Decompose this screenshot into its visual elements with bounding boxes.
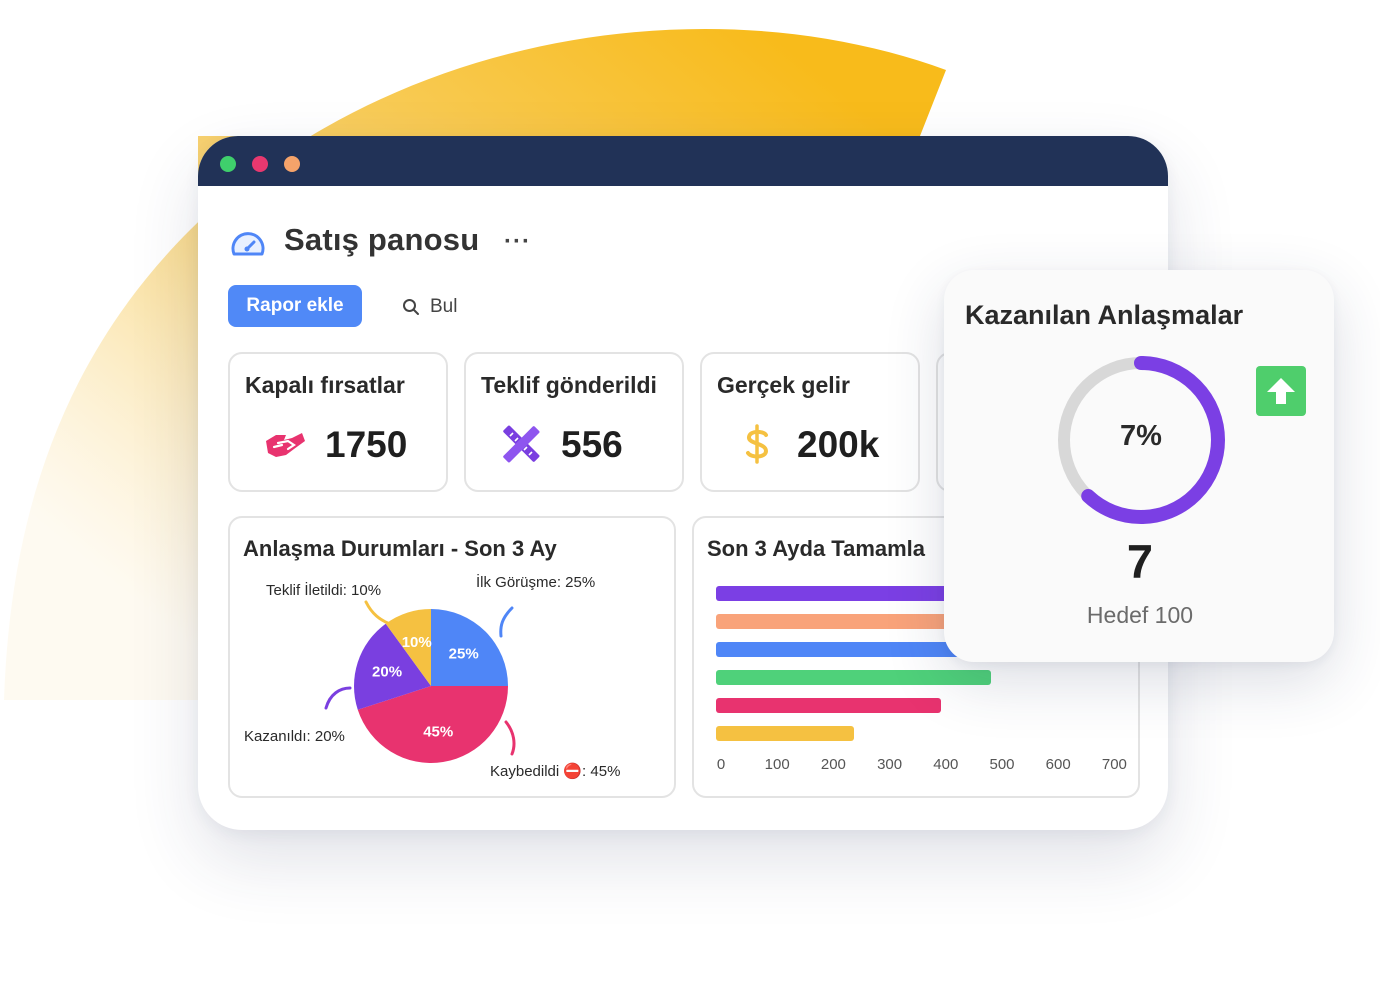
pie-label-lost: Kaybedildi ⛔: 45% <box>490 763 621 780</box>
kpi-card-closed-opportunities[interactable]: Kapalı fırsatlar 1750 <box>228 352 448 492</box>
pie-label-proposal-sent: Teklif İletildi: 10% <box>266 582 382 599</box>
pie-label-won: Kazanıldı: 20% <box>244 728 345 745</box>
bar-5[interactable] <box>716 726 854 741</box>
deal-status-pie-chart: 25% 45% 20%10% <box>324 600 516 763</box>
x-tick-label: 400 <box>933 756 959 773</box>
x-tick-label: 0 <box>716 756 726 773</box>
pie-slice-0[interactable] <box>431 609 508 686</box>
bar-3[interactable] <box>716 670 992 685</box>
deal-status-card[interactable]: Anlaşma Durumları - Son 3 Ay 25% 45% 20% 10… <box>228 516 676 798</box>
pie-slice-label-2: 20% <box>372 664 402 681</box>
pie-slice-2[interactable] <box>354 623 431 710</box>
kpi-value: 1750 <box>325 424 408 465</box>
kpi-value: 200k <box>797 424 880 465</box>
bar-4[interactable] <box>716 698 941 713</box>
kpi-card-actual-revenue[interactable]: Gerçek gelir 200k <box>700 352 920 492</box>
window-dot-orange[interactable] <box>284 156 300 172</box>
x-tick-label: 500 <box>989 756 1015 773</box>
search-button[interactable]: Bul <box>402 294 457 320</box>
completed-title: Son 3 Ayda Tamamla <box>707 536 926 561</box>
window-dot-green[interactable] <box>220 156 236 172</box>
pie-leader-line-1 <box>364 600 392 626</box>
won-deals-title: Kazanılan Anlaşmalar <box>965 300 1244 330</box>
handshake-icon <box>264 424 306 464</box>
add-report-button[interactable]: Rapor ekle <box>228 285 362 327</box>
completed-last-3-months-card[interactable]: Son 3 Ayda Tamamla 0 100 200 300 400 500 600 70… <box>692 516 1140 798</box>
won-deals-percent: 7% <box>1120 420 1162 452</box>
won-deals-donut <box>1057 356 1225 524</box>
pie-slice-label-3: 10% <box>402 634 432 651</box>
kpi-value: 556 <box>561 424 623 465</box>
pie-leader-line-3 <box>504 720 516 756</box>
pencil-ruler-icon <box>500 424 542 464</box>
kpi-title: Kapalı fırsatlar <box>245 372 405 398</box>
x-tick-label: 700 <box>1101 756 1127 773</box>
window-titlebar <box>198 136 1168 186</box>
bar-0[interactable] <box>716 586 1014 601</box>
speedometer-icon <box>231 232 265 256</box>
x-tick-label: 100 <box>764 756 790 773</box>
search-label: Bul <box>430 296 458 317</box>
dollar-icon <box>736 424 778 464</box>
arrow-up-icon <box>1267 378 1295 404</box>
more-options-button[interactable]: ··· <box>504 228 531 255</box>
pie-slice-label-0: 25% <box>449 645 479 662</box>
won-deals-card[interactable]: Kazanılan Anlaşmalar 7% 7 Hedef 100 <box>944 270 1334 662</box>
x-tick-label: 300 <box>877 756 903 773</box>
won-deals-value: 7 <box>1126 535 1154 588</box>
pie-leader-line-2 <box>324 686 352 710</box>
page-title: Satış panosu <box>284 222 480 257</box>
window-dot-red[interactable] <box>252 156 268 172</box>
kpi-title: Teklif gönderildi <box>481 372 657 398</box>
deal-status-title: Anlaşma Durumları - Son 3 Ay <box>243 536 557 561</box>
x-tick-label: 200 <box>820 756 846 773</box>
pie-slice-label-1: 45% <box>423 724 453 741</box>
pie-label-first-meeting: İlk Görüşme: 25% <box>476 574 596 591</box>
bar-2[interactable] <box>716 642 986 657</box>
pie-slice-1[interactable] <box>357 686 508 763</box>
bar-1[interactable] <box>716 614 958 629</box>
kpi-card-proposals-sent[interactable]: Teklif gönderildi 556 <box>464 352 684 492</box>
won-deals-target: Hedef 100 <box>1086 602 1194 628</box>
pie-slice-3[interactable] <box>385 609 431 686</box>
trend-up-button[interactable] <box>1256 366 1306 416</box>
search-icon <box>403 299 419 315</box>
x-tick-label: 600 <box>1045 756 1071 773</box>
kpi-title: Gerçek gelir <box>717 372 850 398</box>
pie-leader-line-0 <box>499 606 514 638</box>
won-deals-donut-progress <box>1057 356 1225 524</box>
